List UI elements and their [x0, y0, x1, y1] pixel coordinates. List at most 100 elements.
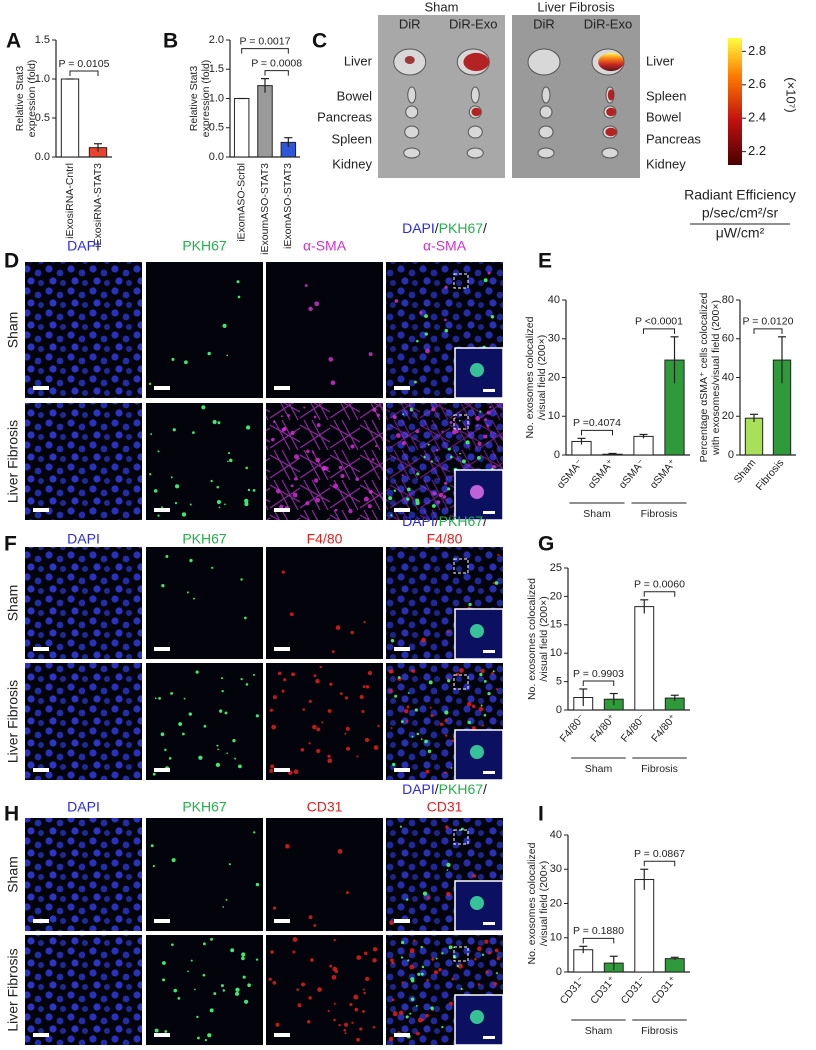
exosome-dot	[150, 433, 153, 435]
stain-dot	[338, 1023, 341, 1027]
stain-dot	[308, 699, 312, 703]
stain-dot	[431, 407, 436, 412]
stain-dot	[316, 423, 321, 428]
micrograph	[266, 663, 383, 780]
stain-dot	[281, 689, 285, 693]
stain-dot	[359, 694, 364, 700]
stain-dot	[327, 1009, 330, 1013]
exosome-dot	[193, 597, 195, 600]
exosome-dot	[479, 672, 483, 677]
exosome-dot	[204, 1038, 207, 1042]
stain-dot	[493, 982, 497, 986]
y-tick-label: 1.0	[35, 73, 50, 85]
merge-title: CD31	[427, 799, 463, 815]
scale-bar	[33, 508, 49, 512]
group-title: Sham	[425, 0, 459, 14]
stain-dot	[367, 504, 372, 509]
exosome-dot	[411, 735, 414, 738]
stain-dot	[406, 705, 410, 709]
colorbar-tick-label: 2.4	[748, 110, 766, 125]
significance-bracket	[582, 937, 615, 944]
stain-dot	[335, 625, 341, 630]
exosome-dot	[150, 844, 154, 848]
stain-dot	[389, 669, 394, 674]
stain-dot	[372, 958, 377, 963]
p-value: P = 0.0017	[240, 35, 291, 47]
stain-dot	[436, 500, 441, 504]
y-tick-label: 25	[550, 562, 562, 574]
panel-letter: D	[4, 250, 19, 273]
column-title: DiR	[399, 16, 421, 31]
scale-bar	[274, 919, 290, 923]
stain-dot	[275, 489, 281, 494]
stain-dot	[438, 492, 444, 498]
exosome-dot	[243, 999, 249, 1004]
group-label: Sham	[585, 763, 613, 775]
column-title: DiR	[533, 16, 555, 31]
stain-dot	[283, 678, 287, 682]
stain-dot	[328, 357, 334, 362]
stain-dot	[345, 726, 350, 731]
exosome-dot	[153, 489, 158, 493]
exosome-dot	[230, 948, 235, 953]
stain-dot	[290, 484, 294, 488]
y-tick-label: 0.5	[35, 112, 50, 124]
p-value: P =0.4074	[573, 417, 621, 429]
exosome-dot	[243, 616, 247, 620]
y-axis-label: expression (fold)	[200, 60, 212, 138]
y-tick-label: 0	[556, 704, 562, 716]
stain-dot	[319, 665, 322, 669]
organ	[527, 48, 561, 76]
exosome-dot	[460, 987, 463, 991]
x-tick-label: iExosiRNA-Cntrl	[64, 163, 76, 239]
stain-dot	[316, 727, 321, 732]
bar	[634, 879, 655, 973]
organ-label: Kidney	[332, 156, 372, 171]
colorbar-exponent: (×10⁷)	[784, 77, 799, 112]
stain-dot	[364, 737, 370, 742]
stain-dot	[272, 695, 277, 700]
roi-box	[453, 273, 469, 289]
row-label: Sham	[5, 585, 21, 622]
stain	[266, 403, 383, 520]
stain-dot	[449, 420, 453, 424]
exosome-dot	[424, 739, 428, 744]
stain-dot	[344, 1022, 349, 1027]
stain-dot	[472, 873, 477, 878]
exosome-dot	[225, 898, 228, 901]
stain-dot	[344, 696, 349, 700]
stain-dot	[444, 285, 448, 289]
exosome-dot	[407, 959, 410, 962]
y-tick-label: 60	[722, 333, 734, 345]
scale-bar	[394, 508, 410, 512]
y-tick-label: 10	[550, 932, 562, 944]
y-tick-label: 20	[550, 590, 562, 602]
exosome-dot	[211, 566, 214, 569]
x-tick-label: iExomASO-Scrbl	[235, 163, 247, 242]
x-tick-label: F4/80⁻	[619, 712, 649, 745]
exosome-dot	[221, 689, 224, 693]
exosome-dot	[393, 489, 397, 492]
stain-dot	[300, 982, 306, 987]
merge-title-part: DAPI	[402, 220, 435, 236]
stain-dot	[480, 668, 485, 674]
stain-dot	[444, 718, 448, 723]
scale-bar	[483, 650, 495, 653]
exosome-dot	[161, 506, 164, 509]
exosome-dot	[217, 421, 221, 425]
exosome-dot	[424, 332, 428, 336]
stain-dot	[446, 891, 451, 897]
stain-dot	[445, 734, 448, 737]
stain-dot	[390, 727, 393, 730]
row-label: Sham	[5, 856, 21, 893]
exosome-dot	[487, 691, 491, 696]
stain-dot	[445, 825, 449, 829]
stain-dot	[297, 1003, 302, 1008]
stain-dot	[376, 413, 380, 417]
exosome-dot	[431, 504, 436, 508]
nuclei	[25, 935, 142, 1045]
exosome-dot	[157, 514, 160, 517]
stain-dot	[417, 1017, 423, 1023]
stain-dot	[356, 955, 362, 960]
stain-dot	[495, 688, 498, 691]
